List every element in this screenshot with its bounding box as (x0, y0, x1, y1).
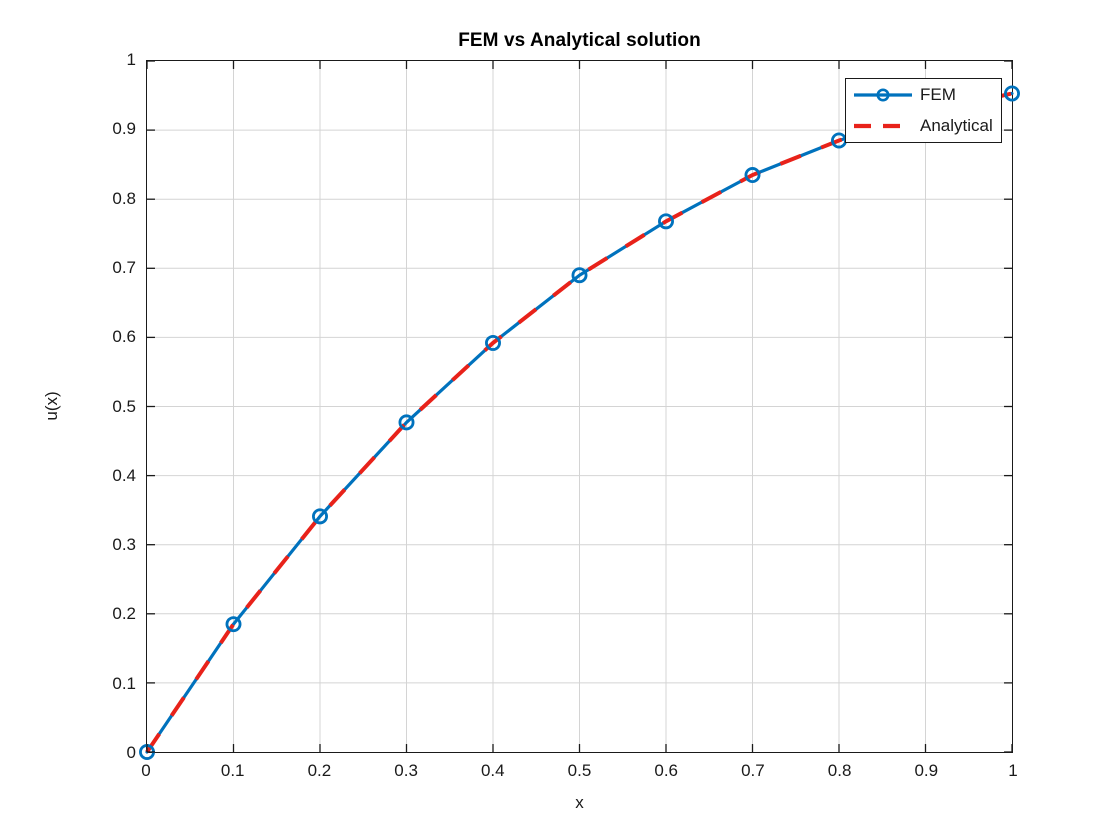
legend-box[interactable]: FEM Analytical (845, 78, 1002, 143)
y-tick-label: 0.5 (112, 396, 136, 416)
legend-item-fem[interactable]: FEM (846, 79, 1001, 111)
x-tick-label: 0.5 (567, 761, 592, 780)
y-tick-label: 0.2 (112, 604, 136, 624)
y-axis-label: u(x) (42, 391, 61, 421)
x-tick-label: 0.1 (220, 761, 245, 780)
y-tick-label: 0.6 (112, 327, 136, 347)
data-point-marker (398, 414, 415, 431)
y-tick-label: 0.3 (112, 535, 136, 555)
x-tick-label: 0.2 (307, 761, 332, 780)
data-point-marker (744, 167, 761, 183)
legend-item-analytical[interactable]: Analytical (846, 110, 1001, 142)
x-tick-label: 1 (1008, 761, 1018, 780)
y-tick-label: 0.1 (112, 673, 136, 693)
y-tick-label: 0 (126, 743, 136, 762)
data-point-marker (1004, 85, 1020, 102)
x-axis-label: x (575, 793, 584, 812)
legend-swatch-analytical (854, 123, 912, 129)
data-point-marker (312, 508, 328, 525)
x-tick-label: 0.8 (827, 761, 852, 780)
grid-layer (147, 61, 1012, 752)
legend-label-analytical: Analytical (920, 116, 993, 135)
legend-swatch-fem (854, 88, 912, 102)
legend-label-fem: FEM (920, 85, 956, 104)
x-tick-label: 0 (141, 761, 151, 780)
tick-marks-layer (146, 60, 1013, 753)
y-tick-label: 0.7 (112, 257, 136, 277)
data-point-marker (571, 267, 588, 284)
x-tick-label: 0.3 (394, 761, 418, 780)
data-point-marker (225, 616, 242, 633)
y-tick-label: 0.4 (112, 465, 136, 485)
y-tick-label: 0.9 (112, 119, 136, 139)
y-tick-label: 0.8 (112, 188, 136, 208)
data-point-marker (485, 334, 501, 351)
plot-axes (139, 60, 1020, 760)
x-tick-label: 0.9 (914, 761, 939, 780)
x-tick-label: 0.6 (654, 761, 679, 780)
y-tick-label: 1 (126, 50, 136, 69)
page-title: FEM vs Analytical solution (458, 30, 701, 51)
x-tick-label: 0.4 (480, 761, 505, 780)
x-tick-label: 0.7 (741, 761, 765, 780)
data-point-marker (658, 213, 674, 230)
